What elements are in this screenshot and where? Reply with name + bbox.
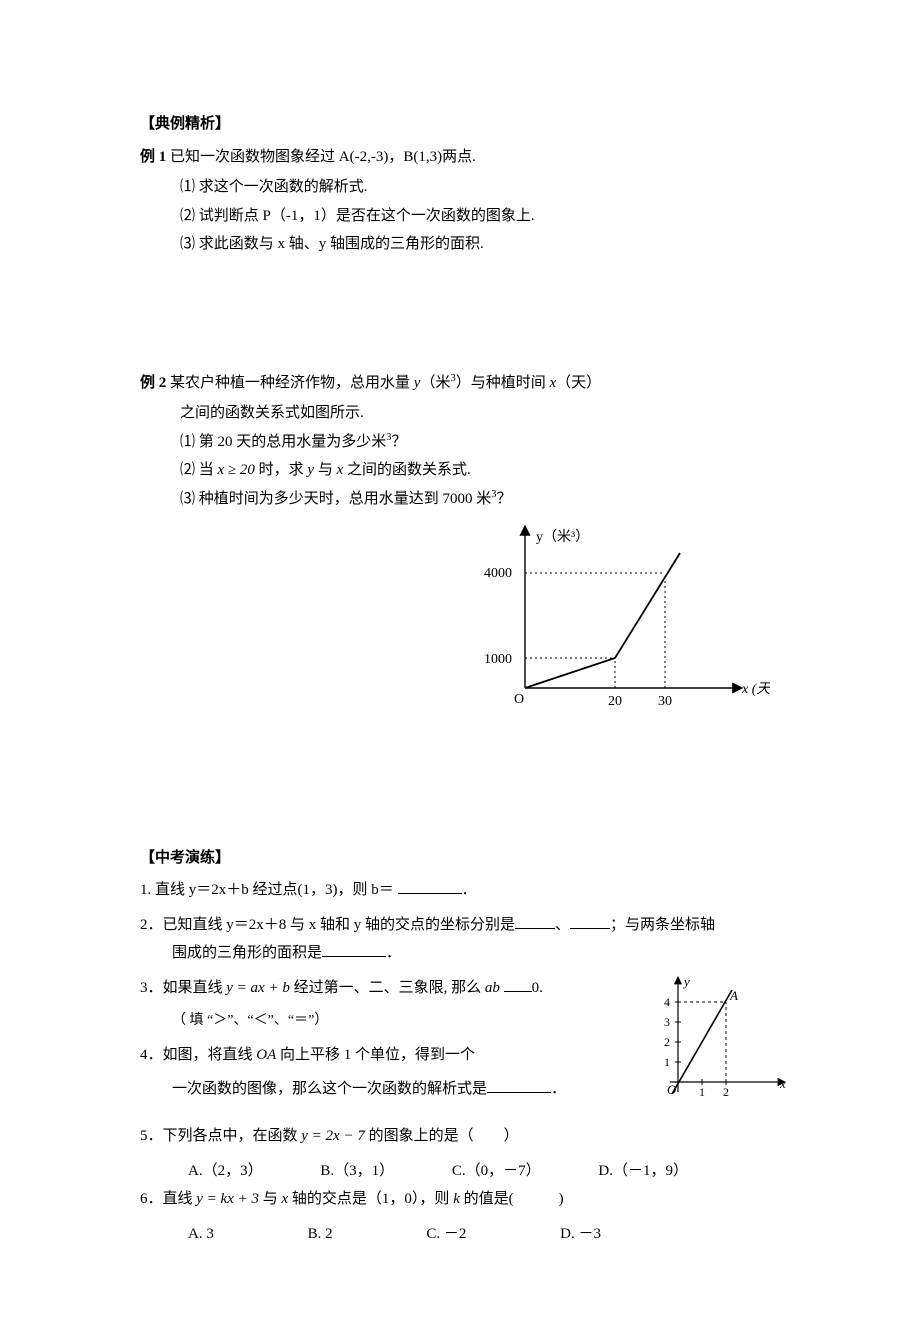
q2: 2．已知直线 y＝2x＋8 与 x 轴和 y 轴的交点的坐标分别是 、 ；与两条坐标…	[140, 911, 790, 968]
ex2-p1a: ⑴ 第 20 天的总用水量为多少米	[180, 434, 386, 450]
q5a: 5．下列各点中，在函数	[140, 1128, 301, 1144]
q2d: 围成的三角形的面积是	[172, 945, 322, 961]
ex2-p3b: ？	[497, 491, 512, 507]
ex2-label: 例 2	[140, 375, 166, 391]
chart-xlabel: x (天)	[741, 682, 770, 697]
q2c: ；与两条坐标轴	[610, 917, 715, 933]
svg-text:2: 2	[664, 1035, 670, 1049]
q5D: D.（－1，9）	[598, 1157, 688, 1186]
q2-blank1	[515, 914, 555, 929]
q6B: B. 2	[308, 1220, 333, 1249]
q4b: 向上平移 1 个单位，得到一个	[276, 1047, 475, 1063]
svg-text:1: 1	[699, 1085, 705, 1099]
q1b: ．	[462, 882, 477, 898]
q3a: 3．如果直线	[140, 980, 226, 996]
q5b: 的图象上的是（ ）	[365, 1128, 519, 1144]
chart-ylabel: y（米³）	[536, 529, 589, 545]
q5B: B.（3，1）	[320, 1157, 394, 1186]
q6a: 6．直线	[140, 1191, 196, 1207]
ex1-p3: ⑶ 求此函数与 x 轴、y 轴围成的三角形的面积.	[180, 230, 790, 259]
svg-text:2: 2	[723, 1085, 729, 1099]
ex2-stem-b: （米	[420, 375, 450, 391]
q4c: 一次函数的图像，那么这个一次函数的解析式是	[172, 1081, 487, 1097]
example-1: 例 1 已知一次函数物图象经过 A(-2,-3)，B(1,3)两点.	[140, 143, 790, 172]
svg-text:x: x	[779, 1076, 786, 1091]
q6-k: k	[453, 1191, 460, 1207]
q5eq: y = 2x − 7	[301, 1128, 365, 1144]
chart-xtick-20: 20	[608, 694, 622, 709]
ex2-p1b: ？	[392, 434, 407, 450]
q6d: 的值是( )	[460, 1191, 564, 1207]
q5: 5．下列各点中，在函数 y = 2x − 7 的图象上的是（ ）	[140, 1122, 790, 1151]
q2b: 、	[555, 917, 570, 933]
ex2-p2b: 时，求	[255, 462, 308, 478]
chart-origin: O	[514, 692, 524, 707]
ex1-stem: 已知一次函数物图象经过 A(-2,-3)，B(1,3)两点.	[170, 149, 476, 165]
ex1-p2: ⑵ 试判断点 P（-1，1）是否在这个一次函数的图象上.	[180, 202, 790, 231]
q3b: 经过第一、二、三象限, 那么	[290, 980, 485, 996]
q4-blank	[487, 1078, 551, 1093]
ex2-p1: ⑴ 第 20 天的总用水量为多少米3？	[180, 428, 790, 457]
q6-choices: A. 3 B. 2 C. －2 D. －3	[188, 1220, 790, 1249]
q6eq: y = kx + 3	[196, 1191, 259, 1207]
q3d: 0.	[532, 980, 543, 996]
svg-text:A: A	[729, 988, 738, 1003]
ex2-p3: ⑶ 种植时间为多少天时，总用水量达到 7000 米3？	[180, 485, 790, 514]
svg-text:3: 3	[664, 1015, 670, 1029]
q5A: A.（2，3）	[188, 1157, 263, 1186]
ex1-p1: ⑴ 求这个一次函数的解析式.	[180, 173, 790, 202]
ex2-stem-d: （天）	[556, 375, 601, 391]
example-2: 例 2 某农户种植一种经济作物，总用水量 y（米3）与种植时间 x（天）	[140, 369, 790, 398]
q1: 1. 直线 y＝2x＋b 经过点(1，3)，则 b＝ ．	[140, 876, 790, 905]
q1-blank	[398, 879, 462, 894]
svg-text:1: 1	[664, 1055, 670, 1069]
ex2-p2a: ⑵ 当	[180, 462, 218, 478]
svg-text:4: 4	[664, 995, 670, 1009]
section-title-examples: 【典例精析】	[140, 110, 790, 139]
q4a: 4．如图，将直线	[140, 1047, 256, 1063]
ex2-p2c: 与	[314, 462, 337, 478]
q3-blank	[504, 977, 532, 992]
ex2-stem-a: 某农户种植一种经济作物，总用水量	[170, 375, 414, 391]
q2a: 2．已知直线 y＝2x＋8 与 x 轴和 y 轴的交点的坐标分别是	[140, 917, 515, 933]
section-title-practice: 【中考演练】	[140, 844, 790, 873]
ex1-label: 例 1	[140, 149, 166, 165]
ex2-p3a: ⑶ 种植时间为多少天时，总用水量达到 7000 米	[180, 491, 491, 507]
q3eq: y = ax + b	[226, 980, 290, 996]
ex2-stem2: 之间的函数关系式如图所示.	[180, 399, 790, 428]
q6D: D. －3	[560, 1220, 601, 1249]
ex2-ge: x ≥ 20	[218, 462, 255, 478]
q4oa: OA	[256, 1047, 276, 1063]
chart-water-usage: O 20 30 1000 4000 y（米³） x (天)	[470, 523, 790, 734]
q5C: C.（0，－7）	[452, 1157, 541, 1186]
q2-blank2	[570, 914, 610, 929]
q6C: C. －2	[426, 1220, 466, 1249]
q3-ab: ab	[485, 980, 500, 996]
ex2-p2d: 之间的函数关系式.	[343, 462, 471, 478]
svg-text:y: y	[682, 974, 690, 989]
q6A: A. 3	[188, 1220, 214, 1249]
q2-blank3	[322, 942, 386, 957]
ex2-p2: ⑵ 当 x ≥ 20 时，求 y 与 x 之间的函数关系式.	[180, 456, 790, 485]
q1a: 1. 直线 y＝2x＋b 经过点(1，3)，则 b＝	[140, 882, 398, 898]
q5-choices: A.（2，3） B.（3，1） C.（0，－7） D.（－1，9）	[188, 1157, 790, 1186]
svg-text:O: O	[667, 1082, 677, 1097]
q6c: 轴的交点是（1，0），则	[288, 1191, 453, 1207]
chart-ytick-4000: 4000	[484, 566, 512, 581]
q4d: ．	[551, 1081, 566, 1097]
chart-ytick-1000: 1000	[484, 652, 512, 667]
q6b: 与	[259, 1191, 282, 1207]
q2e: ．	[386, 945, 401, 961]
chart-xtick-30: 30	[658, 694, 672, 709]
ex2-stem-c: ）与种植时间	[456, 375, 550, 391]
q6: 6．直线 y = kx + 3 与 x 轴的交点是（1，0），则 k 的值是( …	[140, 1185, 790, 1214]
mini-graph: 1 2 3 4 1 2 A O x y	[650, 974, 790, 1115]
